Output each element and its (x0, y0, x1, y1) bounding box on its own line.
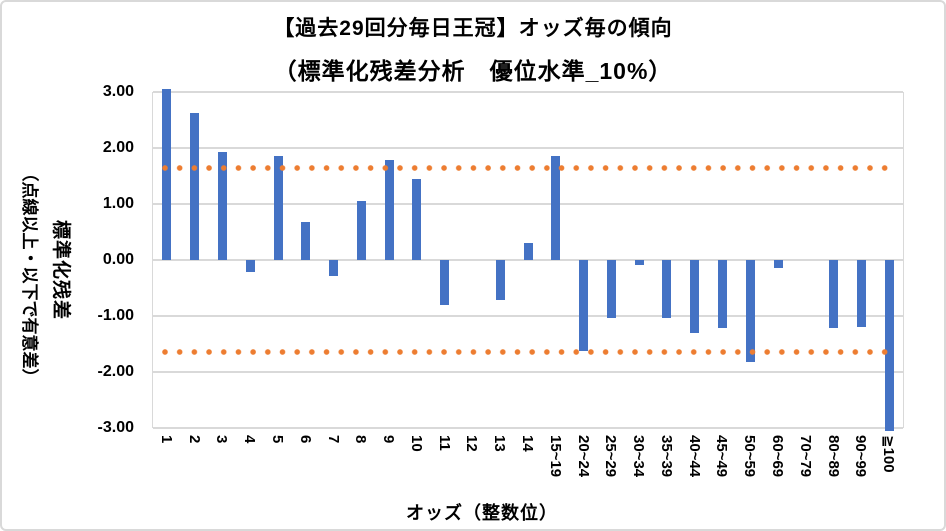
x-axis-tick-label: 8 (352, 435, 370, 444)
y-axis-tick-label: 1.00 (102, 195, 134, 212)
bar-7 (329, 260, 339, 276)
plot-area (152, 89, 904, 431)
x-axis-tick-label: 9 (380, 435, 398, 444)
x-axis-tick-label: 90~99 (852, 435, 870, 478)
bar-40~44 (690, 260, 700, 333)
x-axis-tick-label: 25~29 (602, 435, 620, 478)
bar-10 (412, 178, 422, 260)
x-axis-tick-label: 15~19 (546, 435, 564, 478)
gridline (153, 371, 903, 373)
x-axis-tick-label: 20~24 (574, 435, 592, 478)
bar-15~19 (551, 156, 561, 260)
x-axis-tick-label: 60~69 (769, 435, 786, 478)
x-axis-tick-label: 14 (519, 435, 536, 452)
x-axis-tick-label: 35~39 (657, 435, 675, 478)
bar-5 (273, 156, 283, 260)
bar-3 (217, 151, 227, 260)
bar-9 (384, 160, 394, 260)
chart-title: 【過去29回分毎日王冠】オッズ毎の傾向 (273, 17, 673, 40)
bar-14 (523, 243, 533, 260)
gridline (153, 147, 903, 149)
bar-20~24 (579, 260, 589, 351)
y-axis-tick-label: -3.00 (97, 419, 134, 436)
chart-subtitle: （標準化残差分析 優位水準_10%） (273, 58, 673, 84)
bar-8 (356, 201, 366, 260)
x-axis-tick-label: 4 (241, 435, 259, 444)
bar-80~89 (829, 260, 839, 329)
x-axis-tick-label: 7 (324, 435, 342, 444)
y-axis-tick-label: -2.00 (97, 363, 134, 380)
x-axis-tick-label: 1 (157, 435, 175, 444)
gridline (153, 315, 903, 317)
bar-2 (190, 112, 200, 260)
x-axis-tick-label: 3 (213, 435, 231, 444)
x-axis-tick-label: 12 (463, 435, 481, 452)
x-axis-tick-label: 50~59 (741, 435, 759, 478)
bar-90~99 (856, 260, 866, 328)
x-axis-tick-labels: 1 2 3 4 5 6 7 8 9 10 11 12 13 14 15~19 20~24 25~29 30~34 3… (152, 435, 902, 499)
x-axis-tick-label: 13 (491, 435, 509, 452)
x-axis-tick-label: 11 (435, 435, 453, 451)
x-axis-tick-label: 70~79 (796, 435, 814, 478)
y-axis-tick-label: 2.00 (102, 139, 134, 156)
bar-30~34 (634, 260, 644, 266)
significance-line-lower (161, 349, 895, 356)
bar-1 (162, 89, 172, 260)
gridline (153, 259, 903, 261)
bar-50~59 (745, 260, 755, 362)
y-axis-title-note: （点線以上・以下で有意差） (20, 164, 39, 386)
significance-line-upper (161, 164, 895, 171)
bar-4 (245, 260, 255, 273)
bar-11 (440, 260, 450, 305)
y-axis-tick-label: -1.00 (97, 307, 134, 324)
x-axis-tick-label: 10 (407, 435, 425, 452)
x-axis-tick-label: ≧100 (880, 435, 898, 473)
x-axis-tick-label: 6 (296, 435, 314, 444)
bar-≧100 (884, 260, 894, 431)
bar-25~29 (606, 260, 616, 318)
x-axis-tick-label: 80~89 (824, 435, 842, 478)
y-axis-tick-label: 0.00 (102, 251, 134, 268)
x-axis-tick-label: 2 (185, 435, 203, 444)
y-axis-tick-label: 3.00 (102, 83, 134, 100)
x-axis-tick-label: 45~49 (713, 435, 731, 478)
bar-35~39 (662, 260, 672, 318)
x-axis-tick-label: 30~34 (630, 435, 648, 478)
gridline (153, 203, 903, 205)
x-axis-tick-label: 40~44 (685, 435, 703, 478)
bar-13 (495, 260, 505, 301)
bar-6 (301, 221, 311, 260)
x-axis-tick-label: 5 (269, 435, 286, 444)
bar-45~49 (717, 260, 727, 328)
gridline (153, 427, 903, 429)
gridline (153, 91, 903, 93)
bar-60~69 (773, 260, 783, 268)
x-axis-title: オッズ（整数位） (406, 503, 558, 523)
